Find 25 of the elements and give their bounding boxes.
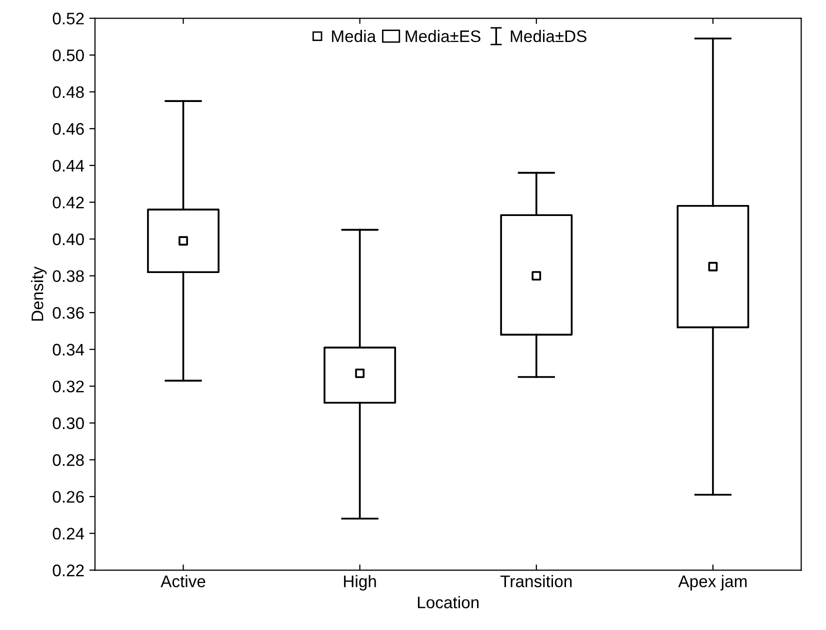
y-tick-label: 0.24 bbox=[52, 528, 84, 540]
y-tick-label: 0.46 bbox=[52, 123, 84, 135]
y-tick-label: 0.30 bbox=[52, 417, 84, 430]
x-tick-label: Transition bbox=[500, 575, 572, 588]
annotation: Media±ES bbox=[406, 30, 480, 42]
y-tick-label: 0.42 bbox=[52, 196, 84, 208]
y-tick-label: 0.28 bbox=[52, 454, 84, 466]
y-tick-label: 0.44 bbox=[52, 160, 84, 172]
y-tick-label: 0.32 bbox=[52, 380, 84, 392]
annotation: Media bbox=[332, 30, 376, 42]
y-axis-title: Density bbox=[31, 266, 47, 321]
y-tick-label: 0.26 bbox=[52, 490, 84, 503]
x-tick-label: Apex jam bbox=[678, 575, 747, 591]
y-tick-label: 0.48 bbox=[52, 86, 84, 98]
y-tick-label: 0.40 bbox=[52, 233, 84, 246]
y-tick-label: 0.36 bbox=[52, 307, 84, 319]
y-tick-label: 0.34 bbox=[52, 344, 84, 356]
y-tick-label: 0.52 bbox=[52, 12, 84, 24]
y-tick-label: 0.38 bbox=[52, 270, 84, 282]
annotation: Media±DS bbox=[510, 30, 586, 42]
y-tick-label: 0.22 bbox=[52, 564, 84, 576]
x-tick-label: High bbox=[344, 575, 376, 591]
x-axis-title: Location bbox=[418, 596, 479, 608]
y-tick-label: 0.50 bbox=[52, 49, 84, 62]
x-tick-label: Active bbox=[160, 575, 206, 588]
